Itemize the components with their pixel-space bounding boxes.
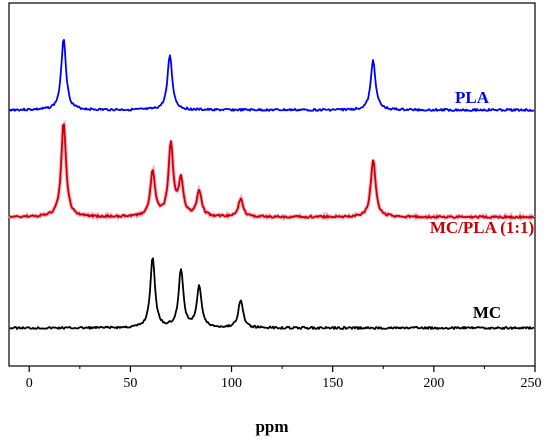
series-label: PLA	[455, 88, 490, 107]
x-tick-label: 150	[322, 376, 343, 391]
traces	[8, 38, 536, 330]
x-tick-label: 0	[26, 376, 33, 391]
x-axis: 0 50 100 150 200 250	[26, 366, 542, 391]
series-label: MC/PLA (1:1)	[430, 218, 534, 237]
x-tick-label: 50	[123, 376, 137, 391]
x-tick-label: 200	[423, 376, 444, 391]
x-axis-label: ppm	[255, 417, 288, 436]
series-glow-MC/PLA (1:1)	[8, 119, 536, 222]
series-label: MC	[473, 303, 501, 322]
series-line-PLA	[9, 38, 535, 112]
series-labels: PLA MC/PLA (1:1) MC	[430, 88, 534, 322]
x-tick-label: 100	[221, 376, 242, 391]
series-line-MC	[9, 257, 535, 330]
x-tick-label: 250	[521, 376, 542, 391]
plot-frame	[8, 2, 536, 367]
series-line-MC/PLA (1:1)	[9, 123, 535, 219]
